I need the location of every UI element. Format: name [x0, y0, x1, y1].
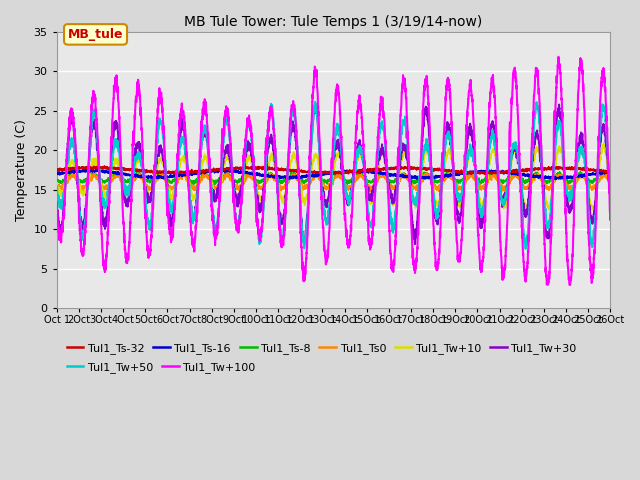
Text: MB_tule: MB_tule — [68, 28, 124, 41]
Y-axis label: Temperature (C): Temperature (C) — [15, 119, 28, 221]
Legend: Tul1_Tw+50, Tul1_Tw+100: Tul1_Tw+50, Tul1_Tw+100 — [62, 358, 260, 378]
Title: MB Tule Tower: Tule Temps 1 (3/19/14-now): MB Tule Tower: Tule Temps 1 (3/19/14-now… — [184, 15, 483, 29]
